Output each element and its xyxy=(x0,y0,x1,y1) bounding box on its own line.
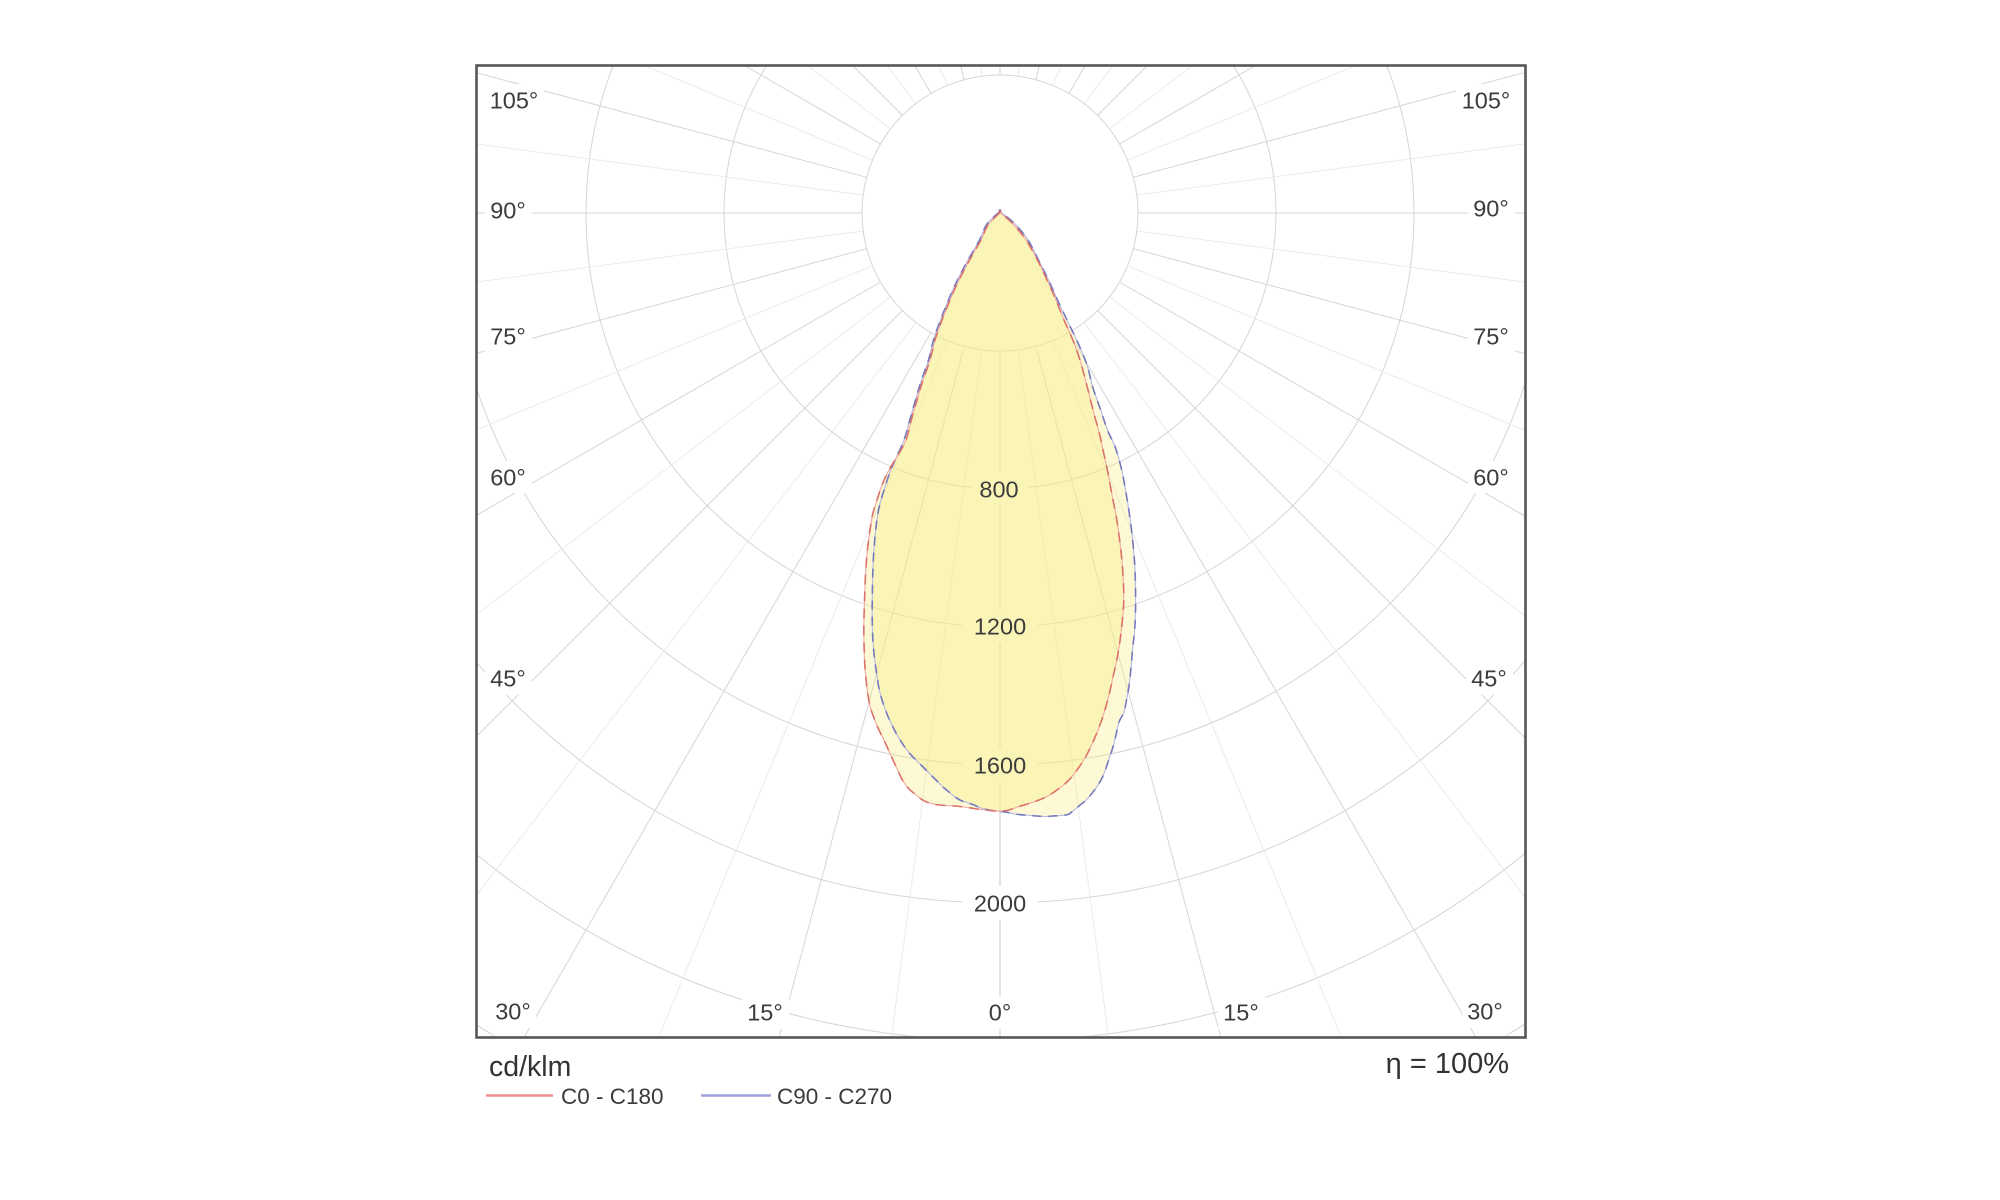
svg-text:45°: 45° xyxy=(1471,666,1507,692)
svg-text:30°: 30° xyxy=(1467,999,1503,1025)
svg-text:2000: 2000 xyxy=(974,891,1026,917)
svg-text:cd/klm: cd/klm xyxy=(489,1051,571,1083)
svg-text:C90 - C270: C90 - C270 xyxy=(777,1084,892,1109)
svg-text:105°: 105° xyxy=(1462,88,1511,114)
svg-text:75°: 75° xyxy=(490,324,526,350)
svg-text:30°: 30° xyxy=(495,999,531,1025)
svg-text:1600: 1600 xyxy=(974,753,1026,779)
svg-text:105°: 105° xyxy=(490,88,539,114)
svg-text:60°: 60° xyxy=(1473,465,1509,491)
svg-text:45°: 45° xyxy=(490,666,526,692)
svg-text:15°: 15° xyxy=(747,1000,783,1026)
svg-text:15°: 15° xyxy=(1223,1000,1259,1026)
svg-text:η = 100%: η = 100% xyxy=(1386,1048,1509,1080)
svg-text:C0 - C180: C0 - C180 xyxy=(561,1084,664,1109)
svg-text:60°: 60° xyxy=(490,465,526,491)
svg-text:75°: 75° xyxy=(1473,324,1509,350)
svg-text:0°: 0° xyxy=(989,1000,1011,1026)
svg-text:90°: 90° xyxy=(490,198,526,224)
svg-text:800: 800 xyxy=(979,477,1018,503)
svg-text:90°: 90° xyxy=(1473,196,1509,222)
svg-text:1200: 1200 xyxy=(974,614,1026,640)
